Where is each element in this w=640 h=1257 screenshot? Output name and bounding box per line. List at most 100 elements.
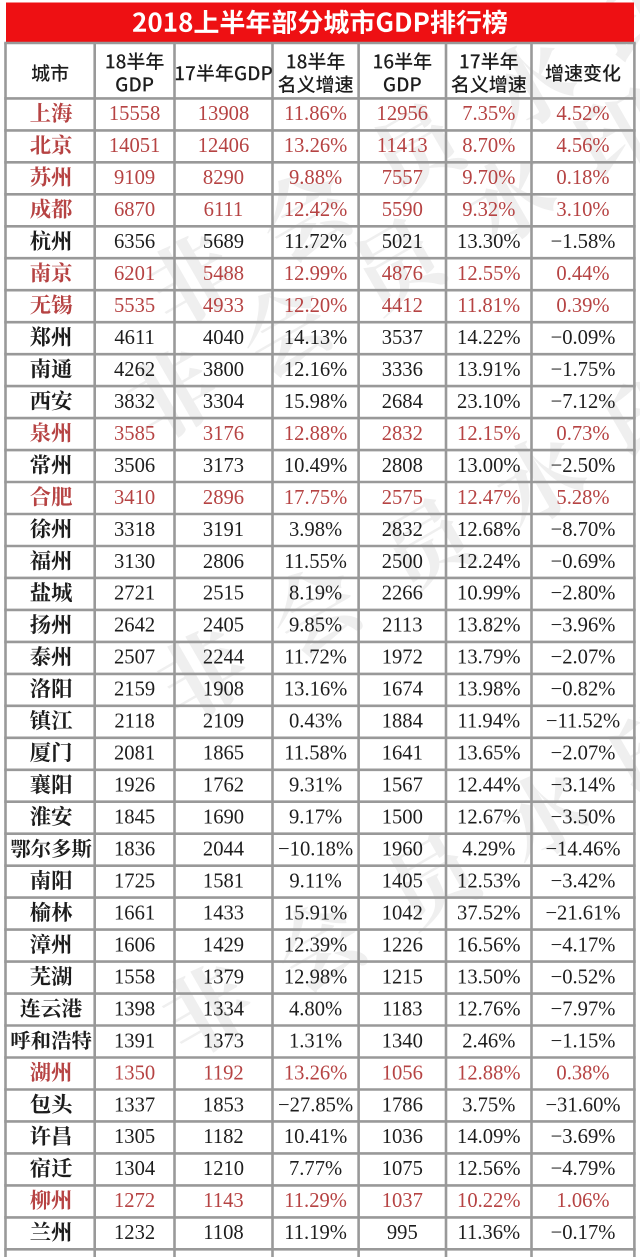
svg-text:9.70%: 9.70% [462,167,515,189]
svg-text:−3.42%: −3.42% [551,871,616,893]
svg-text:2507: 2507 [114,647,155,669]
svg-text:5488: 5488 [203,263,244,285]
svg-text:12.42%: 12.42% [284,199,348,221]
svg-text:−14.46%: −14.46% [545,839,620,861]
svg-text:2266: 2266 [382,583,423,605]
svg-text:2684: 2684 [382,391,423,413]
svg-text:8.70%: 8.70% [462,135,515,157]
svg-text:1350: 1350 [114,1062,155,1084]
svg-text:1926: 1926 [114,775,155,797]
svg-text:13.79%: 13.79% [457,647,521,669]
svg-text:12.44%: 12.44% [457,775,521,797]
svg-text:5590: 5590 [382,199,423,221]
svg-text:12.76%: 12.76% [457,998,521,1020]
svg-text:1210: 1210 [203,1158,244,1180]
svg-text:0.38%: 0.38% [556,1062,609,1084]
svg-text:13.16%: 13.16% [284,679,348,701]
svg-text:1334: 1334 [203,998,244,1020]
svg-text:13.91%: 13.91% [457,359,521,381]
svg-text:11.86%: 11.86% [284,103,347,125]
svg-text:12956: 12956 [377,103,428,125]
svg-text:0.44%: 0.44% [556,263,609,285]
svg-text:1373: 1373 [203,1030,244,1052]
svg-text:13.98%: 13.98% [457,679,521,701]
svg-text:12.24%: 12.24% [457,551,521,573]
svg-text:12.88%: 12.88% [457,1062,521,1084]
svg-text:−1.75%: −1.75% [551,359,616,381]
svg-text:11.94%: 11.94% [457,711,520,733]
svg-text:9109: 9109 [114,167,155,189]
svg-text:1232: 1232 [114,1222,155,1244]
svg-text:13.26%: 13.26% [284,1062,348,1084]
svg-text:3304: 3304 [203,391,244,413]
svg-text:0.73%: 0.73% [556,423,609,445]
svg-text:12.67%: 12.67% [457,807,521,829]
svg-text:9.31%: 9.31% [289,775,342,797]
svg-text:15558: 15558 [109,103,160,125]
svg-text:4262: 4262 [114,359,155,381]
svg-text:1405: 1405 [382,871,423,893]
svg-text:4412: 4412 [382,295,423,317]
svg-text:1075: 1075 [382,1158,423,1180]
svg-text:2113: 2113 [382,615,422,637]
svg-text:9.11%: 9.11% [289,871,341,893]
svg-text:2405: 2405 [203,615,244,637]
svg-text:3318: 3318 [114,519,155,541]
svg-text:−27.85%: −27.85% [278,1094,353,1116]
svg-text:2808: 2808 [382,455,423,477]
svg-text:3832: 3832 [114,391,155,413]
svg-text:9.32%: 9.32% [462,199,515,221]
svg-text:4.80%: 4.80% [289,998,342,1020]
svg-text:3410: 3410 [114,487,155,509]
svg-text:−11.52%: −11.52% [546,711,620,733]
svg-text:11413: 11413 [377,135,428,157]
svg-text:4.56%: 4.56% [556,135,609,157]
svg-text:−7.12%: −7.12% [551,391,616,413]
svg-text:12.20%: 12.20% [284,295,348,317]
svg-text:1725: 1725 [114,871,155,893]
svg-text:12.47%: 12.47% [457,487,521,509]
svg-text:−0.82%: −0.82% [551,679,616,701]
svg-text:1836: 1836 [114,839,155,861]
svg-text:2896: 2896 [203,487,244,509]
svg-text:11.58%: 11.58% [284,743,347,765]
svg-text:−0.52%: −0.52% [551,966,616,988]
svg-text:1305: 1305 [114,1126,155,1148]
svg-text:1379: 1379 [203,966,244,988]
svg-text:1500: 1500 [382,807,423,829]
svg-text:5535: 5535 [114,295,155,317]
svg-text:2244: 2244 [203,647,244,669]
svg-text:2575: 2575 [382,487,423,509]
svg-text:14.09%: 14.09% [457,1126,521,1148]
svg-text:1433: 1433 [203,902,244,924]
svg-text:17.75%: 17.75% [284,487,348,509]
svg-text:2721: 2721 [114,583,155,605]
svg-text:13.30%: 13.30% [457,231,521,253]
svg-text:995: 995 [387,1222,418,1244]
svg-text:1853: 1853 [203,1094,244,1116]
svg-text:1558: 1558 [114,966,155,988]
svg-text:12.39%: 12.39% [284,934,348,956]
svg-text:7557: 7557 [382,167,423,189]
svg-text:1786: 1786 [382,1094,423,1116]
svg-text:1429: 1429 [203,934,244,956]
svg-text:2159: 2159 [114,679,155,701]
svg-text:−0.17%: −0.17% [551,1222,616,1244]
svg-text:3537: 3537 [382,327,423,349]
svg-text:13.26%: 13.26% [284,135,348,157]
svg-text:−3.69%: −3.69% [551,1126,616,1148]
svg-text:2500: 2500 [382,551,423,573]
svg-text:1143: 1143 [203,1190,243,1212]
svg-text:5689: 5689 [203,231,244,253]
svg-text:4040: 4040 [203,327,244,349]
svg-text:−4.79%: −4.79% [551,1158,616,1180]
svg-text:2.46%: 2.46% [462,1030,515,1052]
svg-text:4.52%: 4.52% [556,103,609,125]
svg-text:1567: 1567 [382,775,423,797]
svg-text:9.17%: 9.17% [289,807,342,829]
svg-text:4.29%: 4.29% [462,839,515,861]
svg-text:1391: 1391 [114,1030,155,1052]
svg-text:11.19%: 11.19% [284,1222,347,1244]
svg-text:11.36%: 11.36% [457,1222,520,1244]
svg-text:0.43%: 0.43% [289,711,342,733]
